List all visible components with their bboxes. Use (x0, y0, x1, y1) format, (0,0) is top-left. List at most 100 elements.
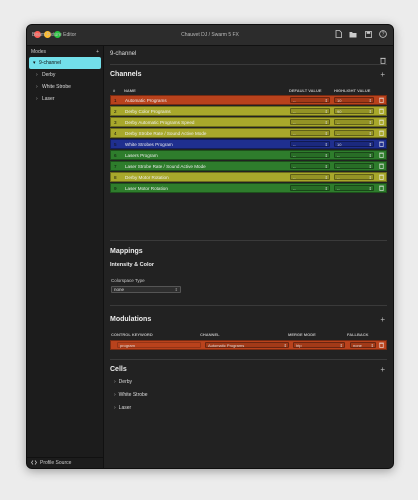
keyword-field[interactable]: program (117, 342, 201, 348)
delete-mode-trash-icon[interactable] (380, 51, 386, 69)
delete-channel-trash-icon[interactable] (379, 141, 384, 148)
default-value-field[interactable]: -- ⇕ (290, 108, 330, 114)
stepper-icon[interactable]: ⇕ (368, 109, 372, 114)
merge-mode-select[interactable]: htp ⇕ (293, 342, 345, 348)
channel-row[interactable]: 2 Derby Color Programs -- ⇕ 90 ⇕ (110, 106, 387, 116)
add-channel-button[interactable]: + (380, 70, 385, 79)
delete-channel-trash-icon[interactable] (379, 163, 384, 170)
channel-name[interactable]: Laser Strobe Rate / Sound Active Mode (125, 163, 206, 169)
channel-name[interactable]: Derby Motor Rotation (125, 174, 169, 180)
colorspace-select[interactable]: none ⇕ (111, 286, 181, 293)
default-value-field[interactable]: -- ⇕ (290, 163, 330, 169)
channel-row[interactable]: 7 Laser Strobe Rate / Sound Active Mode --… (110, 161, 387, 171)
stepper-icon[interactable]: ⇕ (368, 186, 372, 191)
save-icon[interactable] (364, 30, 372, 38)
stepper-icon[interactable]: ⇕ (368, 142, 372, 147)
highlight-value-field[interactable]: -- ⇕ (334, 185, 374, 191)
add-modulation-button[interactable]: + (380, 315, 385, 324)
delete-channel-trash-icon[interactable] (379, 174, 384, 181)
delete-modulation-trash-icon[interactable] (379, 342, 384, 349)
stepper-icon[interactable]: ⇕ (324, 131, 328, 136)
channel-name[interactable]: White Strobes Program (125, 141, 173, 147)
chevron-down-icon[interactable]: ▾ (33, 60, 36, 66)
cell-item-white-strobe[interactable]: › White Strobe (114, 392, 148, 398)
stepper-icon[interactable]: ⇕ (324, 109, 328, 114)
chevron-right-icon[interactable]: › (114, 379, 116, 385)
stepper-icon[interactable]: ⇕ (368, 131, 372, 136)
add-cell-button[interactable]: + (380, 365, 385, 374)
modulation-row[interactable]: program Automatic Programs ⇕ htp ⇕ none … (110, 340, 387, 350)
fallback-select[interactable]: none ⇕ (350, 342, 376, 348)
minimize-window-button[interactable] (44, 31, 51, 38)
delete-channel-trash-icon[interactable] (379, 185, 384, 192)
channel-name[interactable]: Lasers Program (125, 152, 158, 158)
channel-row[interactable]: 8 Derby Motor Rotation -- ⇕ -- ⇕ (110, 172, 387, 182)
cell-item-derby[interactable]: › Derby (114, 379, 132, 385)
delete-channel-trash-icon[interactable] (379, 130, 384, 137)
chevron-right-icon[interactable]: › (36, 96, 38, 102)
channel-number: 3 (114, 119, 117, 125)
profile-source-button[interactable]: Profile Source (27, 457, 103, 468)
new-file-icon[interactable] (334, 30, 342, 38)
channel-name[interactable]: Derby Automatic Programs Speed (125, 119, 195, 125)
channel-name[interactable]: Laser Motor Rotation (125, 185, 168, 191)
chevron-right-icon[interactable]: › (114, 392, 116, 398)
highlight-value-field[interactable]: -- ⇕ (334, 152, 374, 158)
channel-row[interactable]: 9 Laser Motor Rotation -- ⇕ -- ⇕ (110, 183, 387, 193)
default-value-field[interactable]: -- ⇕ (290, 119, 330, 125)
channel-row[interactable]: 6 Lasers Program -- ⇕ -- ⇕ (110, 150, 387, 160)
highlight-value-field[interactable]: -- ⇕ (334, 130, 374, 136)
sidebar-item-9-channel[interactable]: ▾ 9-channel (29, 57, 101, 69)
open-folder-icon[interactable] (349, 30, 357, 38)
channel-name[interactable]: Derby Strobe Rate / Sound Active Mode (125, 130, 207, 136)
stepper-icon[interactable]: ⇕ (324, 186, 328, 191)
delete-channel-trash-icon[interactable] (379, 97, 384, 104)
channel-name[interactable]: Automatic Programs (125, 97, 167, 103)
stepper-icon[interactable]: ⇕ (324, 98, 328, 103)
highlight-value-field[interactable]: 10 ⇕ (334, 141, 374, 147)
sidebar-item-derby[interactable]: › Derby (29, 69, 101, 81)
default-value-field[interactable]: -- ⇕ (290, 174, 330, 180)
stepper-icon[interactable]: ⇕ (324, 120, 328, 125)
default-value-field[interactable]: -- ⇕ (290, 130, 330, 136)
channel-row[interactable]: 5 White Strobes Program -- ⇕ 10 ⇕ (110, 139, 387, 149)
channel-select[interactable]: Automatic Programs ⇕ (205, 342, 289, 348)
chevron-right-icon[interactable]: › (36, 72, 38, 78)
chevron-updown-icon: ⇕ (283, 343, 287, 348)
highlight-value-field[interactable]: -- ⇕ (334, 174, 374, 180)
channel-row[interactable]: 3 Derby Automatic Programs Speed -- ⇕ -- ⇕ (110, 117, 387, 127)
default-value-field[interactable]: -- ⇕ (290, 97, 330, 103)
sidebar-item-white-strobe[interactable]: › White Strobe (29, 81, 101, 93)
zoom-window-button[interactable] (54, 31, 61, 38)
delete-channel-trash-icon[interactable] (379, 108, 384, 115)
highlight-value-field[interactable]: 90 ⇕ (334, 108, 374, 114)
stepper-icon[interactable]: ⇕ (324, 153, 328, 158)
stepper-icon[interactable]: ⇕ (368, 164, 372, 169)
channel-row[interactable]: 1 Automatic Programs -- ⇕ 10 ⇕ (110, 95, 387, 105)
cell-item-laser[interactable]: › Laser (114, 405, 131, 411)
stepper-icon[interactable]: ⇕ (324, 175, 328, 180)
help-icon[interactable]: ? (379, 30, 387, 38)
default-value-field[interactable]: -- ⇕ (290, 141, 330, 147)
delete-channel-trash-icon[interactable] (379, 119, 384, 126)
stepper-icon[interactable]: ⇕ (368, 120, 372, 125)
stepper-icon[interactable]: ⇕ (368, 175, 372, 180)
stepper-icon[interactable]: ⇕ (368, 98, 372, 103)
highlight-value-field[interactable]: -- ⇕ (334, 119, 374, 125)
default-value-field[interactable]: -- ⇕ (290, 185, 330, 191)
close-window-button[interactable] (34, 31, 41, 38)
mode-name[interactable]: 9-channel (110, 51, 137, 57)
highlight-value-field[interactable]: 10 ⇕ (334, 97, 374, 103)
highlight-value-field[interactable]: -- ⇕ (334, 163, 374, 169)
channel-name[interactable]: Derby Color Programs (125, 108, 171, 114)
stepper-icon[interactable]: ⇕ (324, 164, 328, 169)
delete-channel-trash-icon[interactable] (379, 152, 384, 159)
chevron-right-icon[interactable]: › (114, 405, 116, 411)
sidebar-item-laser[interactable]: › Laser (29, 93, 101, 105)
stepper-icon[interactable]: ⇕ (324, 142, 328, 147)
stepper-icon[interactable]: ⇕ (368, 153, 372, 158)
channel-row[interactable]: 4 Derby Strobe Rate / Sound Active Mode --… (110, 128, 387, 138)
add-mode-button[interactable]: + (96, 48, 99, 55)
chevron-right-icon[interactable]: › (36, 84, 38, 90)
default-value-field[interactable]: -- ⇕ (290, 152, 330, 158)
